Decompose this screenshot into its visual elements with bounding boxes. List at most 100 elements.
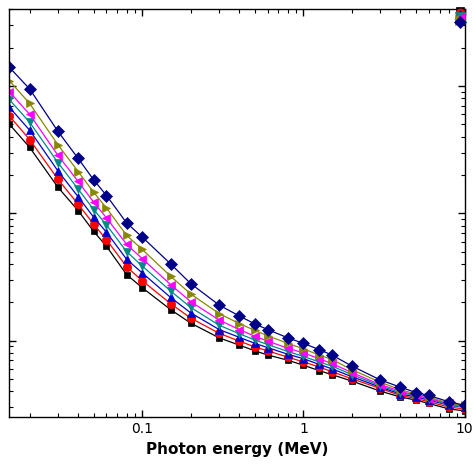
S3 [377,383,383,389]
S1 [188,315,193,321]
S2 [237,335,242,340]
S6 [329,352,335,358]
S3 [124,249,129,255]
S5 [301,346,306,352]
S4 [446,401,452,406]
S4 [188,299,193,304]
S4 [55,153,61,158]
S3 [104,222,109,228]
S5 [413,391,419,397]
S1 [7,113,12,119]
S6 [252,321,258,327]
S1 [462,406,467,412]
S2 [413,394,419,400]
S0 [55,184,61,190]
S0 [188,320,193,326]
S4 [462,404,467,410]
Line: S3: S3 [5,96,469,411]
S6 [139,234,145,240]
S3 [55,160,61,165]
S6 [398,384,403,390]
S4 [285,346,291,351]
S6 [124,220,129,226]
S6 [27,86,32,92]
S0 [7,121,12,127]
S1 [139,278,145,283]
S6 [188,281,193,286]
S1 [124,264,129,270]
S6 [316,346,322,352]
S0 [265,352,271,358]
S1 [301,359,306,365]
S4 [124,242,129,247]
S2 [349,374,355,380]
Line: S4: S4 [5,88,469,411]
S5 [316,352,322,358]
S1 [237,338,242,344]
S5 [426,394,432,400]
S2 [27,128,32,133]
S0 [91,228,97,234]
S3 [349,372,355,377]
S6 [91,177,97,183]
X-axis label: Photon energy (MeV): Photon energy (MeV) [146,442,328,456]
S3 [329,363,335,369]
S6 [168,261,173,267]
S0 [316,368,322,374]
S1 [285,355,291,360]
S3 [265,342,271,347]
S3 [139,263,145,269]
S1 [377,386,383,392]
S4 [301,350,306,356]
S3 [216,322,222,328]
S1 [413,396,419,401]
S0 [301,362,306,368]
S1 [316,364,322,370]
S3 [426,396,432,401]
S5 [377,379,383,385]
S1 [398,392,403,398]
S4 [377,382,383,387]
S1 [426,399,432,405]
Line: S6: S6 [5,64,469,410]
S3 [237,331,242,337]
S0 [168,307,173,312]
S5 [124,233,129,238]
S1 [75,201,81,207]
S2 [462,404,467,410]
S6 [75,155,81,161]
S2 [426,397,432,403]
S4 [237,327,242,332]
S6 [413,390,419,395]
S4 [216,317,222,323]
S2 [139,270,145,276]
S3 [7,97,12,103]
S4 [252,333,258,339]
S4 [316,356,322,362]
S0 [329,372,335,377]
S5 [446,401,452,406]
S6 [7,64,12,70]
S4 [75,179,81,184]
S0 [104,244,109,249]
S0 [285,357,291,363]
S5 [139,246,145,252]
S3 [91,207,97,212]
S6 [301,340,306,346]
S1 [329,369,335,374]
S0 [446,406,452,412]
S0 [216,335,222,341]
S2 [398,391,403,397]
Line: S2: S2 [5,103,469,411]
S1 [27,137,32,142]
S0 [27,145,32,150]
S2 [55,168,61,174]
S0 [75,208,81,213]
S4 [139,256,145,262]
S5 [75,169,81,174]
S0 [398,394,403,400]
S5 [237,321,242,327]
S2 [75,194,81,200]
S0 [252,348,258,354]
S3 [285,349,291,355]
